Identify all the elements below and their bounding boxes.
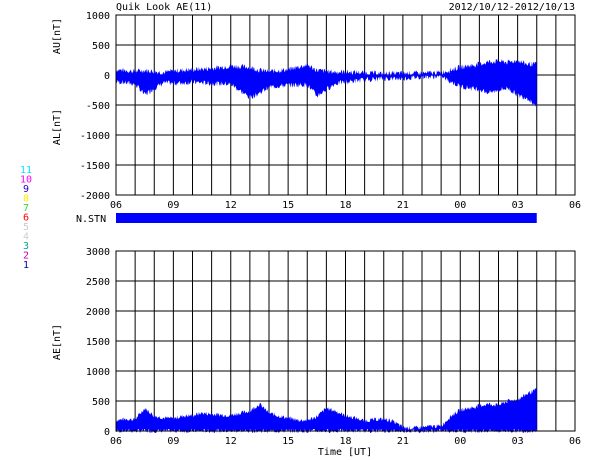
y-tick-label: -1000 <box>80 131 110 142</box>
ae-frame <box>115 250 576 432</box>
y-tick-label: 2000 <box>86 307 110 318</box>
au-al-area <box>116 58 537 108</box>
chart-title: Quik Look AE(11) <box>116 2 212 13</box>
station-legend-item: 3 <box>23 241 29 252</box>
y-tick-label: 3000 <box>86 247 110 258</box>
x-tick-label: 09 <box>167 200 179 211</box>
station-legend-item: 4 <box>23 232 29 243</box>
x-tick-label: 21 <box>397 200 409 211</box>
x-tick-label: 06 <box>569 200 581 211</box>
au-axis-label: AU[nT] <box>52 18 63 54</box>
x-tick-label: 15 <box>282 436 294 447</box>
x-tick-label: 06 <box>110 200 122 211</box>
y-tick-label: -500 <box>86 101 110 112</box>
y-tick-label: 0 <box>104 71 110 82</box>
x-tick-label: 21 <box>397 436 409 447</box>
x-tick-label: 18 <box>339 200 351 211</box>
x-tick-label: 06 <box>569 436 581 447</box>
station-legend-item: 9 <box>23 184 29 195</box>
x-axis-label: Time [UT] <box>318 447 372 458</box>
station-legend-item: 5 <box>23 222 29 233</box>
y-tick-label: 0 <box>104 427 110 438</box>
station-legend-item: 10 <box>20 175 32 186</box>
al-axis-label: AL[nT] <box>52 109 63 145</box>
y-tick-label: 1000 <box>86 11 110 22</box>
y-tick-label: 1500 <box>86 337 110 348</box>
x-tick-label: 09 <box>167 436 179 447</box>
ae-area <box>116 388 537 434</box>
ae-axis-label: AE[nT] <box>52 324 63 360</box>
x-tick-label: 12 <box>225 436 237 447</box>
x-tick-label: 18 <box>339 436 351 447</box>
station-count-panel <box>116 213 537 223</box>
station-legend-item: 7 <box>23 203 29 214</box>
x-tick-label: 15 <box>282 200 294 211</box>
station-legend-item: 2 <box>23 251 29 262</box>
y-tick-label: 2500 <box>86 277 110 288</box>
station-legend-item: 11 <box>20 165 32 176</box>
x-tick-label: 03 <box>512 200 524 211</box>
x-tick-label: 00 <box>454 200 466 211</box>
n-stn-label: N.STN <box>76 214 106 225</box>
y-tick-label: -2000 <box>80 191 110 202</box>
station-legend-item: 6 <box>23 213 29 224</box>
station-legend-item: 8 <box>23 194 29 205</box>
x-tick-label: 06 <box>110 436 122 447</box>
y-tick-label: 500 <box>92 397 110 408</box>
date-range: 2012/10/12-2012/10/13 <box>449 2 575 13</box>
x-tick-label: 03 <box>512 436 524 447</box>
station-legend-item: 1 <box>23 260 29 271</box>
y-tick-label: -1500 <box>80 161 110 172</box>
au-al-frame <box>115 14 576 196</box>
x-tick-label: 00 <box>454 436 466 447</box>
y-tick-label: 500 <box>92 41 110 52</box>
x-tick-label: 12 <box>225 200 237 211</box>
station-count-bar <box>116 213 537 223</box>
y-tick-label: 1000 <box>86 367 110 378</box>
